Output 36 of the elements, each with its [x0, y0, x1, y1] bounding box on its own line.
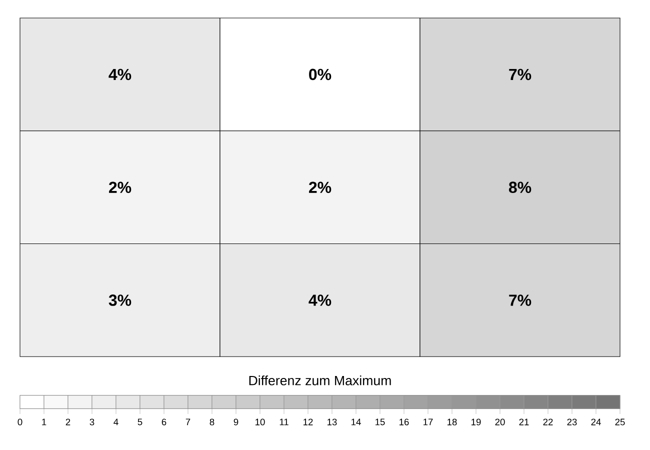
color-bar-label: 4	[114, 418, 118, 426]
data-label: 2%	[109, 182, 132, 193]
color-bar-label: 8	[210, 418, 214, 426]
color-bar-label: 18	[448, 418, 457, 426]
color-bar-label: 9	[234, 418, 238, 426]
color-bar-label: 23	[567, 418, 577, 426]
color-bar-label: 1	[42, 418, 46, 426]
color-bar-label: 16	[400, 418, 409, 426]
data-label: 0%	[309, 68, 332, 80]
color-bar-label: 10	[256, 418, 265, 426]
data-label: 7%	[509, 68, 532, 80]
color-bar-label: 25	[615, 418, 625, 426]
color-bar-label: 19	[472, 418, 481, 426]
color-bar-label: 7	[186, 418, 190, 426]
color-bar-label: 22	[543, 418, 553, 426]
data-label: 4%	[308, 294, 332, 306]
color-bar-label: 3	[90, 418, 94, 426]
color-bar-label: 6	[162, 418, 166, 426]
color-bar-label: 15	[376, 418, 385, 426]
color-bar-label: 21	[519, 418, 529, 426]
data-label: 2%	[309, 182, 332, 193]
data-label: 3%	[108, 294, 132, 306]
data-label: 4%	[108, 68, 132, 80]
color-bar-label: 14	[352, 418, 361, 426]
color-bar-label: 12	[304, 418, 313, 426]
data-label: 8%	[508, 182, 532, 193]
color-bar-label: 2	[66, 418, 70, 426]
color-bar-label: 0	[18, 418, 22, 426]
color-bar-label: 24	[591, 418, 601, 426]
color-bar-label: 17	[424, 418, 433, 426]
color-bar-label: 20	[495, 418, 505, 426]
color-bar-title: Differenz zum Maximum	[249, 375, 391, 386]
data-label: 7%	[509, 294, 532, 306]
color-bar-label: 11	[280, 418, 288, 426]
color-bar-label: 13	[328, 418, 337, 426]
color-bar-label: 5	[138, 418, 142, 426]
